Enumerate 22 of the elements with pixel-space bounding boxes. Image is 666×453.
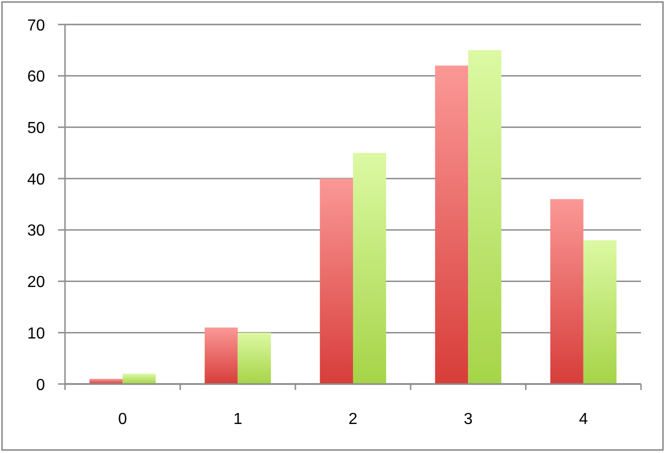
bar — [468, 50, 502, 384]
bar — [122, 374, 156, 384]
y-tick-label: 30 — [27, 222, 46, 240]
y-tick-label: 60 — [27, 68, 46, 86]
y-tick-label: 40 — [27, 171, 46, 188]
y-tick-label: 10 — [27, 325, 46, 342]
bar — [353, 152, 386, 384]
bar — [550, 199, 584, 384]
bar — [583, 240, 617, 384]
bar — [204, 328, 238, 384]
x-tick-label: 4 — [578, 410, 588, 428]
x-tick-label: 3 — [464, 410, 473, 428]
x-tick-label: 0 — [118, 410, 128, 428]
y-tick-label: 0 — [36, 376, 46, 394]
y-tick-label: 70 — [27, 17, 46, 34]
x-tick-label: 1 — [233, 410, 242, 428]
y-tick-label: 50 — [27, 120, 46, 137]
bar — [320, 178, 353, 384]
y-tick-label: 20 — [27, 274, 46, 292]
bar — [435, 66, 468, 384]
x-tick-label: 2 — [348, 410, 358, 428]
bar — [238, 332, 271, 384]
